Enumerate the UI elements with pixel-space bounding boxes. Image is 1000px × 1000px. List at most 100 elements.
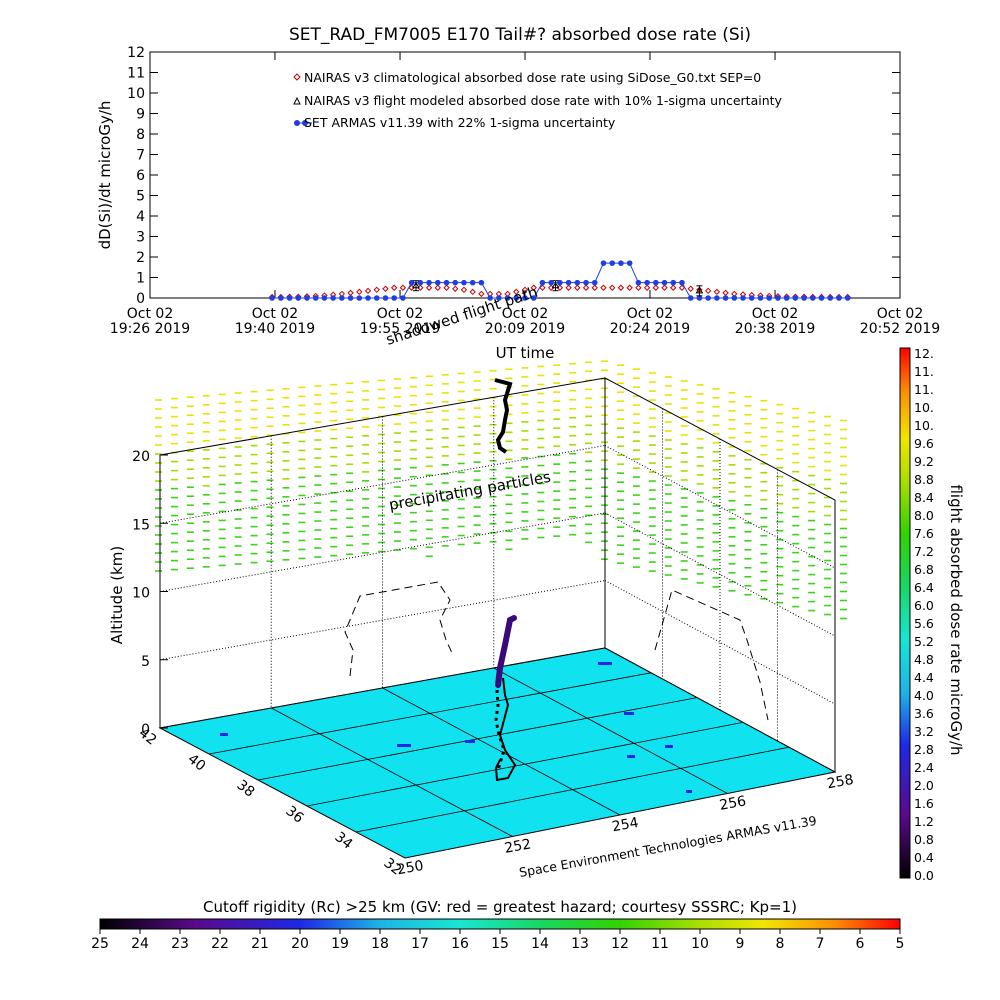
armas-point xyxy=(783,295,790,301)
x-tick-label-date: Oct 02 xyxy=(877,306,923,322)
floor-grid-line xyxy=(382,687,621,816)
climatological-point xyxy=(390,284,398,291)
wall-grid xyxy=(159,397,836,741)
armas-point xyxy=(653,279,659,286)
flight-colorbar-tick-label: 10. xyxy=(914,400,934,415)
flight-colorbar-tick-label: 9.6 xyxy=(914,436,934,451)
rigidity-colorbar-tick-label: 15 xyxy=(491,936,509,952)
climatological-point xyxy=(347,289,354,297)
rigidity-colorbar-tick-label: 21 xyxy=(251,936,269,952)
armas-point xyxy=(818,295,825,301)
flight-colorbar-tick-label: 0.0 xyxy=(914,868,934,883)
legend-label-nairas-climatological: NAIRAS v3 climatological absorbed dose r… xyxy=(304,70,761,85)
flight-colorbar-tick-label: 5.2 xyxy=(914,634,934,649)
armas-point xyxy=(748,295,755,301)
flight-colorbar-tick-label: 4.8 xyxy=(914,652,934,667)
armas-point xyxy=(269,295,275,301)
flight-model-point xyxy=(412,281,420,289)
armas-point xyxy=(461,279,467,286)
armas-point xyxy=(496,295,502,301)
x-tick-label-date: Oct 02 xyxy=(127,306,173,322)
flight-colorbar-tick-label: 5.6 xyxy=(914,616,934,631)
climatological-point xyxy=(643,284,651,291)
flight-colorbar-tick-label: 12. xyxy=(914,346,934,361)
flight-colorbar-tick-label: 1.6 xyxy=(914,796,934,811)
armas-point xyxy=(565,279,572,286)
y-tick-label: 11 xyxy=(127,66,145,82)
flight-colorbar-tick-label: 3.2 xyxy=(914,724,934,739)
rigidity-colorbar-tick-label: 25 xyxy=(91,936,109,952)
y-tick-label: 12 xyxy=(127,45,145,61)
armas-point xyxy=(618,260,624,266)
rigidity-colorbar-tick-label: 24 xyxy=(131,936,149,952)
latitude-tick-label: 34 xyxy=(332,829,356,853)
floor-flight-shadow xyxy=(494,677,517,782)
armas-point xyxy=(548,279,554,286)
x-tick-label-time: 20:09 2019 xyxy=(485,321,565,337)
legend-armas-marker xyxy=(294,120,300,126)
flight-colorbar-tick-label: 6.0 xyxy=(914,598,934,613)
armas-point xyxy=(417,279,424,286)
armas-point xyxy=(809,295,816,301)
armas-point xyxy=(679,279,685,286)
armas-point xyxy=(339,295,345,301)
climatological-point xyxy=(600,284,607,291)
climatological-point xyxy=(704,287,712,295)
y-tick-label: 5 xyxy=(136,189,145,205)
rigidity-colorbar-tick-label: 19 xyxy=(331,936,349,952)
armas-point xyxy=(801,295,807,301)
armas-point xyxy=(426,279,432,286)
floor-patch xyxy=(598,662,612,665)
climatological-point xyxy=(582,284,590,291)
armas-point xyxy=(434,279,441,286)
armas-point xyxy=(504,295,511,301)
flight-colorbar-tick-label: 4.4 xyxy=(914,670,934,685)
armas-point xyxy=(312,295,319,301)
legend-triangle-marker xyxy=(293,96,301,105)
armas-point xyxy=(844,295,851,301)
climatological-point xyxy=(356,288,363,296)
wall-grid-line xyxy=(159,445,606,524)
y-tick-label: 1 xyxy=(136,271,145,287)
rigidity-colorbar-tick-label: 11 xyxy=(651,936,669,952)
y-tick-label: 0 xyxy=(136,291,145,307)
floor-patch xyxy=(665,745,673,748)
floor-patch xyxy=(624,712,634,715)
armas-point xyxy=(696,295,703,301)
flight-colorbar-tick-label: 6.4 xyxy=(914,580,934,595)
flight-path-low xyxy=(494,689,506,771)
armas-point xyxy=(478,279,485,286)
rigidity-colorbar-tick-label: 20 xyxy=(291,936,309,952)
armas-point xyxy=(644,279,650,286)
armas-point xyxy=(722,295,729,301)
armas-point xyxy=(513,295,520,301)
rigidity-colorbar-tick-label: 10 xyxy=(691,936,709,952)
altitude-tick-label: 10 xyxy=(132,586,150,602)
armas-point xyxy=(286,295,293,301)
y-tick-label: 2 xyxy=(136,250,145,266)
armas-point xyxy=(583,279,589,286)
flight-path xyxy=(494,378,517,771)
rigidity-floor xyxy=(158,647,837,859)
armas-point xyxy=(600,260,607,266)
climatological-point xyxy=(364,287,372,295)
rigidity-colorbar-tick-label: 16 xyxy=(451,936,469,952)
climatological-point xyxy=(399,284,407,291)
flight-colorbar-tick-label: 2.8 xyxy=(914,742,934,757)
longitude-tick-label: 258 xyxy=(826,772,855,792)
latitude-tick-label: 40 xyxy=(185,751,209,775)
flight-colorbar-tick-label: 0.8 xyxy=(914,832,934,847)
series-nairas-flight xyxy=(412,280,704,297)
x-tick-label-date: Oct 02 xyxy=(752,306,798,322)
armas-point xyxy=(356,295,363,301)
rigidity-colorbar-tick-label: 17 xyxy=(411,936,429,952)
armas-point xyxy=(687,295,694,301)
flight-path-climb xyxy=(495,615,517,688)
rigidity-colorbar-ticks: 25 24 23 22 21 20 19 18 17 16 15 14 13 12 11 10 9 8 7 6 5 xyxy=(91,929,904,952)
altitude-axis-label: Altitude (km) xyxy=(108,546,126,644)
top-x-axis-label: UT time xyxy=(496,344,555,362)
longitude-tick-label: 250 xyxy=(396,858,425,878)
armas-point xyxy=(836,295,842,301)
three-d-scene: precipitating particles shadowed flight … xyxy=(108,283,855,880)
